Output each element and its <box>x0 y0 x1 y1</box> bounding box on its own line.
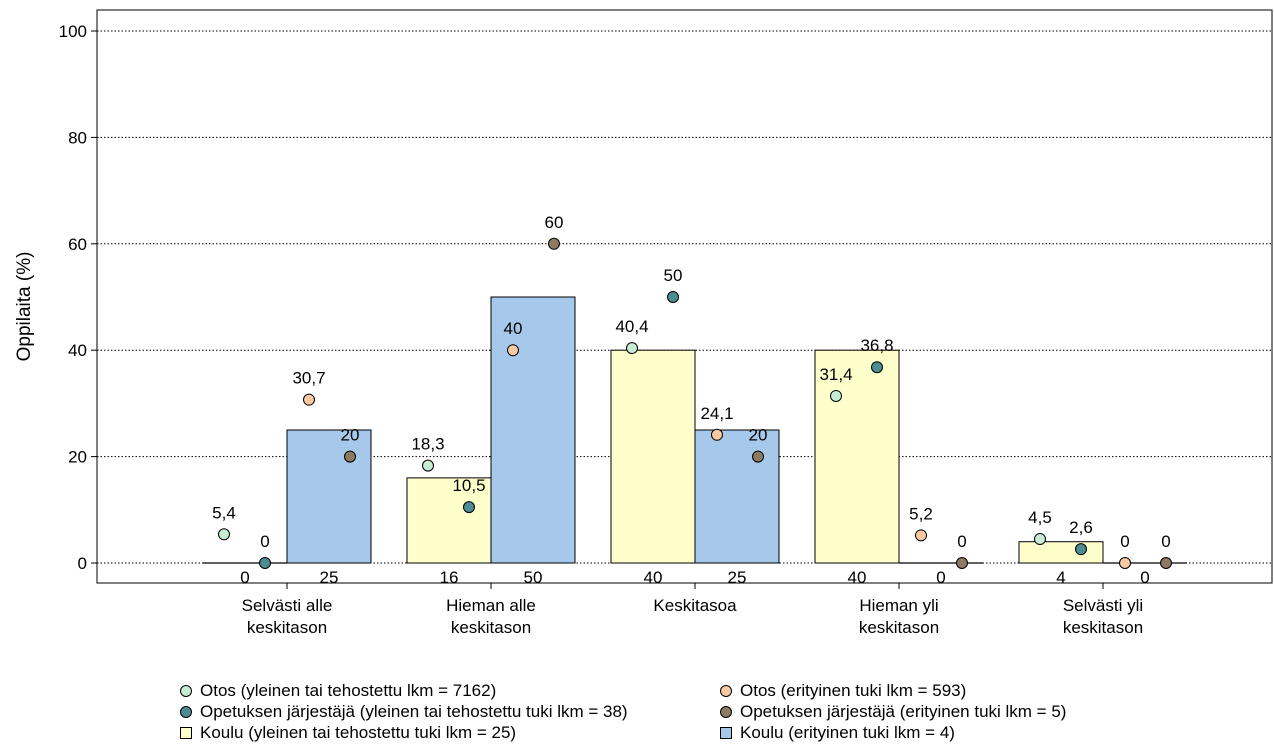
bar-value-label: 0 <box>1140 568 1149 587</box>
legend-marker <box>180 726 192 739</box>
point-value-label: 0 <box>1120 532 1129 551</box>
data-point <box>259 557 271 569</box>
data-point <box>463 501 475 514</box>
legend-marker <box>720 726 732 739</box>
legend-marker <box>720 705 732 718</box>
data-point <box>667 291 679 303</box>
bar-value-label: 0 <box>936 568 945 587</box>
point-value-label: 10,5 <box>452 476 485 495</box>
y-tick-label: 20 <box>68 448 87 467</box>
bar <box>286 429 372 564</box>
data-point <box>830 389 842 402</box>
point-value-label: 40,4 <box>615 317 648 336</box>
point-value-label: 5,4 <box>212 503 236 522</box>
data-point <box>871 361 883 374</box>
point-value-label: 4,5 <box>1028 508 1052 527</box>
bar-value-label: 25 <box>728 568 747 587</box>
plot-frame <box>96 9 1273 584</box>
bar-value-label: 40 <box>644 568 663 587</box>
data-point <box>344 450 356 463</box>
legend-item-koulu-erityinen: Koulu (erityinen tuki lkm = 4) <box>720 722 955 743</box>
point-value-label: 0 <box>260 532 269 551</box>
legend-label: Koulu (erityinen tuki lkm = 4) <box>740 723 955 742</box>
x-tick-label: Hieman yli <box>859 596 938 615</box>
legend-item-otos-erityinen: Otos (erityinen tuki lkm = 593) <box>720 680 966 701</box>
data-point <box>752 450 764 463</box>
point-value-label: 20 <box>341 426 360 445</box>
bar-value-label: 25 <box>320 568 339 587</box>
x-tick-label: keskitason <box>859 618 939 637</box>
x-tick-label: Hieman alle <box>446 596 536 615</box>
data-point <box>711 428 723 441</box>
legend-item-jarjestaja-yleinen: Opetuksen järjestäjä (yleinen tai tehost… <box>180 701 628 722</box>
point-value-label: 24,1 <box>700 404 733 423</box>
legend-marker <box>720 684 732 697</box>
point-value-label: 50 <box>664 266 683 285</box>
bar <box>406 477 492 564</box>
y-tick-label: 80 <box>68 128 87 147</box>
point-value-label: 40 <box>504 319 523 338</box>
point-value-label: 30,7 <box>292 369 325 388</box>
point-value-label: 0 <box>957 532 966 551</box>
legend-item-otos-yleinen: Otos (yleinen tai tehostettu lkm = 7162) <box>180 680 496 701</box>
legend-label: Opetuksen järjestäjä (yleinen tai tehost… <box>200 702 628 721</box>
y-tick-label: 60 <box>68 235 87 254</box>
bar <box>694 429 780 564</box>
legend-marker <box>180 684 192 697</box>
x-tick-label: Selvästi yli <box>1063 596 1143 615</box>
legend-marker <box>180 705 192 718</box>
y-tick-label: 100 <box>59 22 87 41</box>
x-tick-label: keskitason <box>451 618 531 637</box>
legend-label: Otos (yleinen tai tehostettu lkm = 7162) <box>200 681 497 700</box>
point-value-label: 31,4 <box>819 365 852 384</box>
legend-label: Otos (erityinen tuki lkm = 593) <box>740 681 967 700</box>
point-value-label: 0 <box>1161 532 1170 551</box>
data-point <box>507 344 519 357</box>
x-tick-label: keskitason <box>247 618 327 637</box>
bar <box>814 349 900 564</box>
x-tick-label: Selvästi alle <box>242 596 333 615</box>
point-value-label: 60 <box>545 213 564 232</box>
data-point <box>548 237 560 250</box>
data-point <box>303 393 315 406</box>
y-tick-label: 0 <box>78 554 87 573</box>
data-point <box>1075 543 1087 556</box>
data-point <box>956 557 968 569</box>
point-value-label: 20 <box>749 426 768 445</box>
legend-item-jarjestaja-erityinen: Opetuksen järjestäjä (erityinen tuki lkm… <box>720 701 1066 722</box>
data-point <box>1034 533 1046 546</box>
bar-chart: 0 20 40 60 80 100 Oppilaita (%) 0 16 40 40 4 25 50 25 0… <box>14 9 1273 637</box>
point-value-label: 18,3 <box>411 435 444 454</box>
x-tick-label: keskitason <box>1063 618 1143 637</box>
data-point <box>915 529 927 542</box>
point-value-label: 5,2 <box>909 504 933 523</box>
bar-value-label: 50 <box>524 568 543 587</box>
bar-value-label: 40 <box>848 568 867 587</box>
legend-item-koulu-yleinen: Koulu (yleinen tai tehostettu tuki lkm =… <box>180 722 516 743</box>
bar <box>1018 541 1104 564</box>
legend-label: Koulu (yleinen tai tehostettu tuki lkm =… <box>200 723 517 742</box>
data-point <box>218 528 230 541</box>
data-point <box>422 459 434 472</box>
y-axis-label: Oppilaita (%) <box>14 252 35 362</box>
data-point <box>1160 557 1172 569</box>
legend-label: Opetuksen järjestäjä (erityinen tuki lkm… <box>740 702 1067 721</box>
x-tick-label: Keskitasoa <box>653 596 737 615</box>
y-tick-label: 40 <box>68 341 87 360</box>
bar-value-label: 0 <box>240 568 249 587</box>
bar <box>610 349 696 564</box>
point-value-label: 36,8 <box>860 336 893 355</box>
bar-value-label: 16 <box>440 568 459 587</box>
bar <box>490 296 576 564</box>
bar-value-label: 4 <box>1056 568 1065 587</box>
data-point <box>1119 557 1131 569</box>
data-point <box>626 342 638 355</box>
point-value-label: 2,6 <box>1069 518 1093 537</box>
